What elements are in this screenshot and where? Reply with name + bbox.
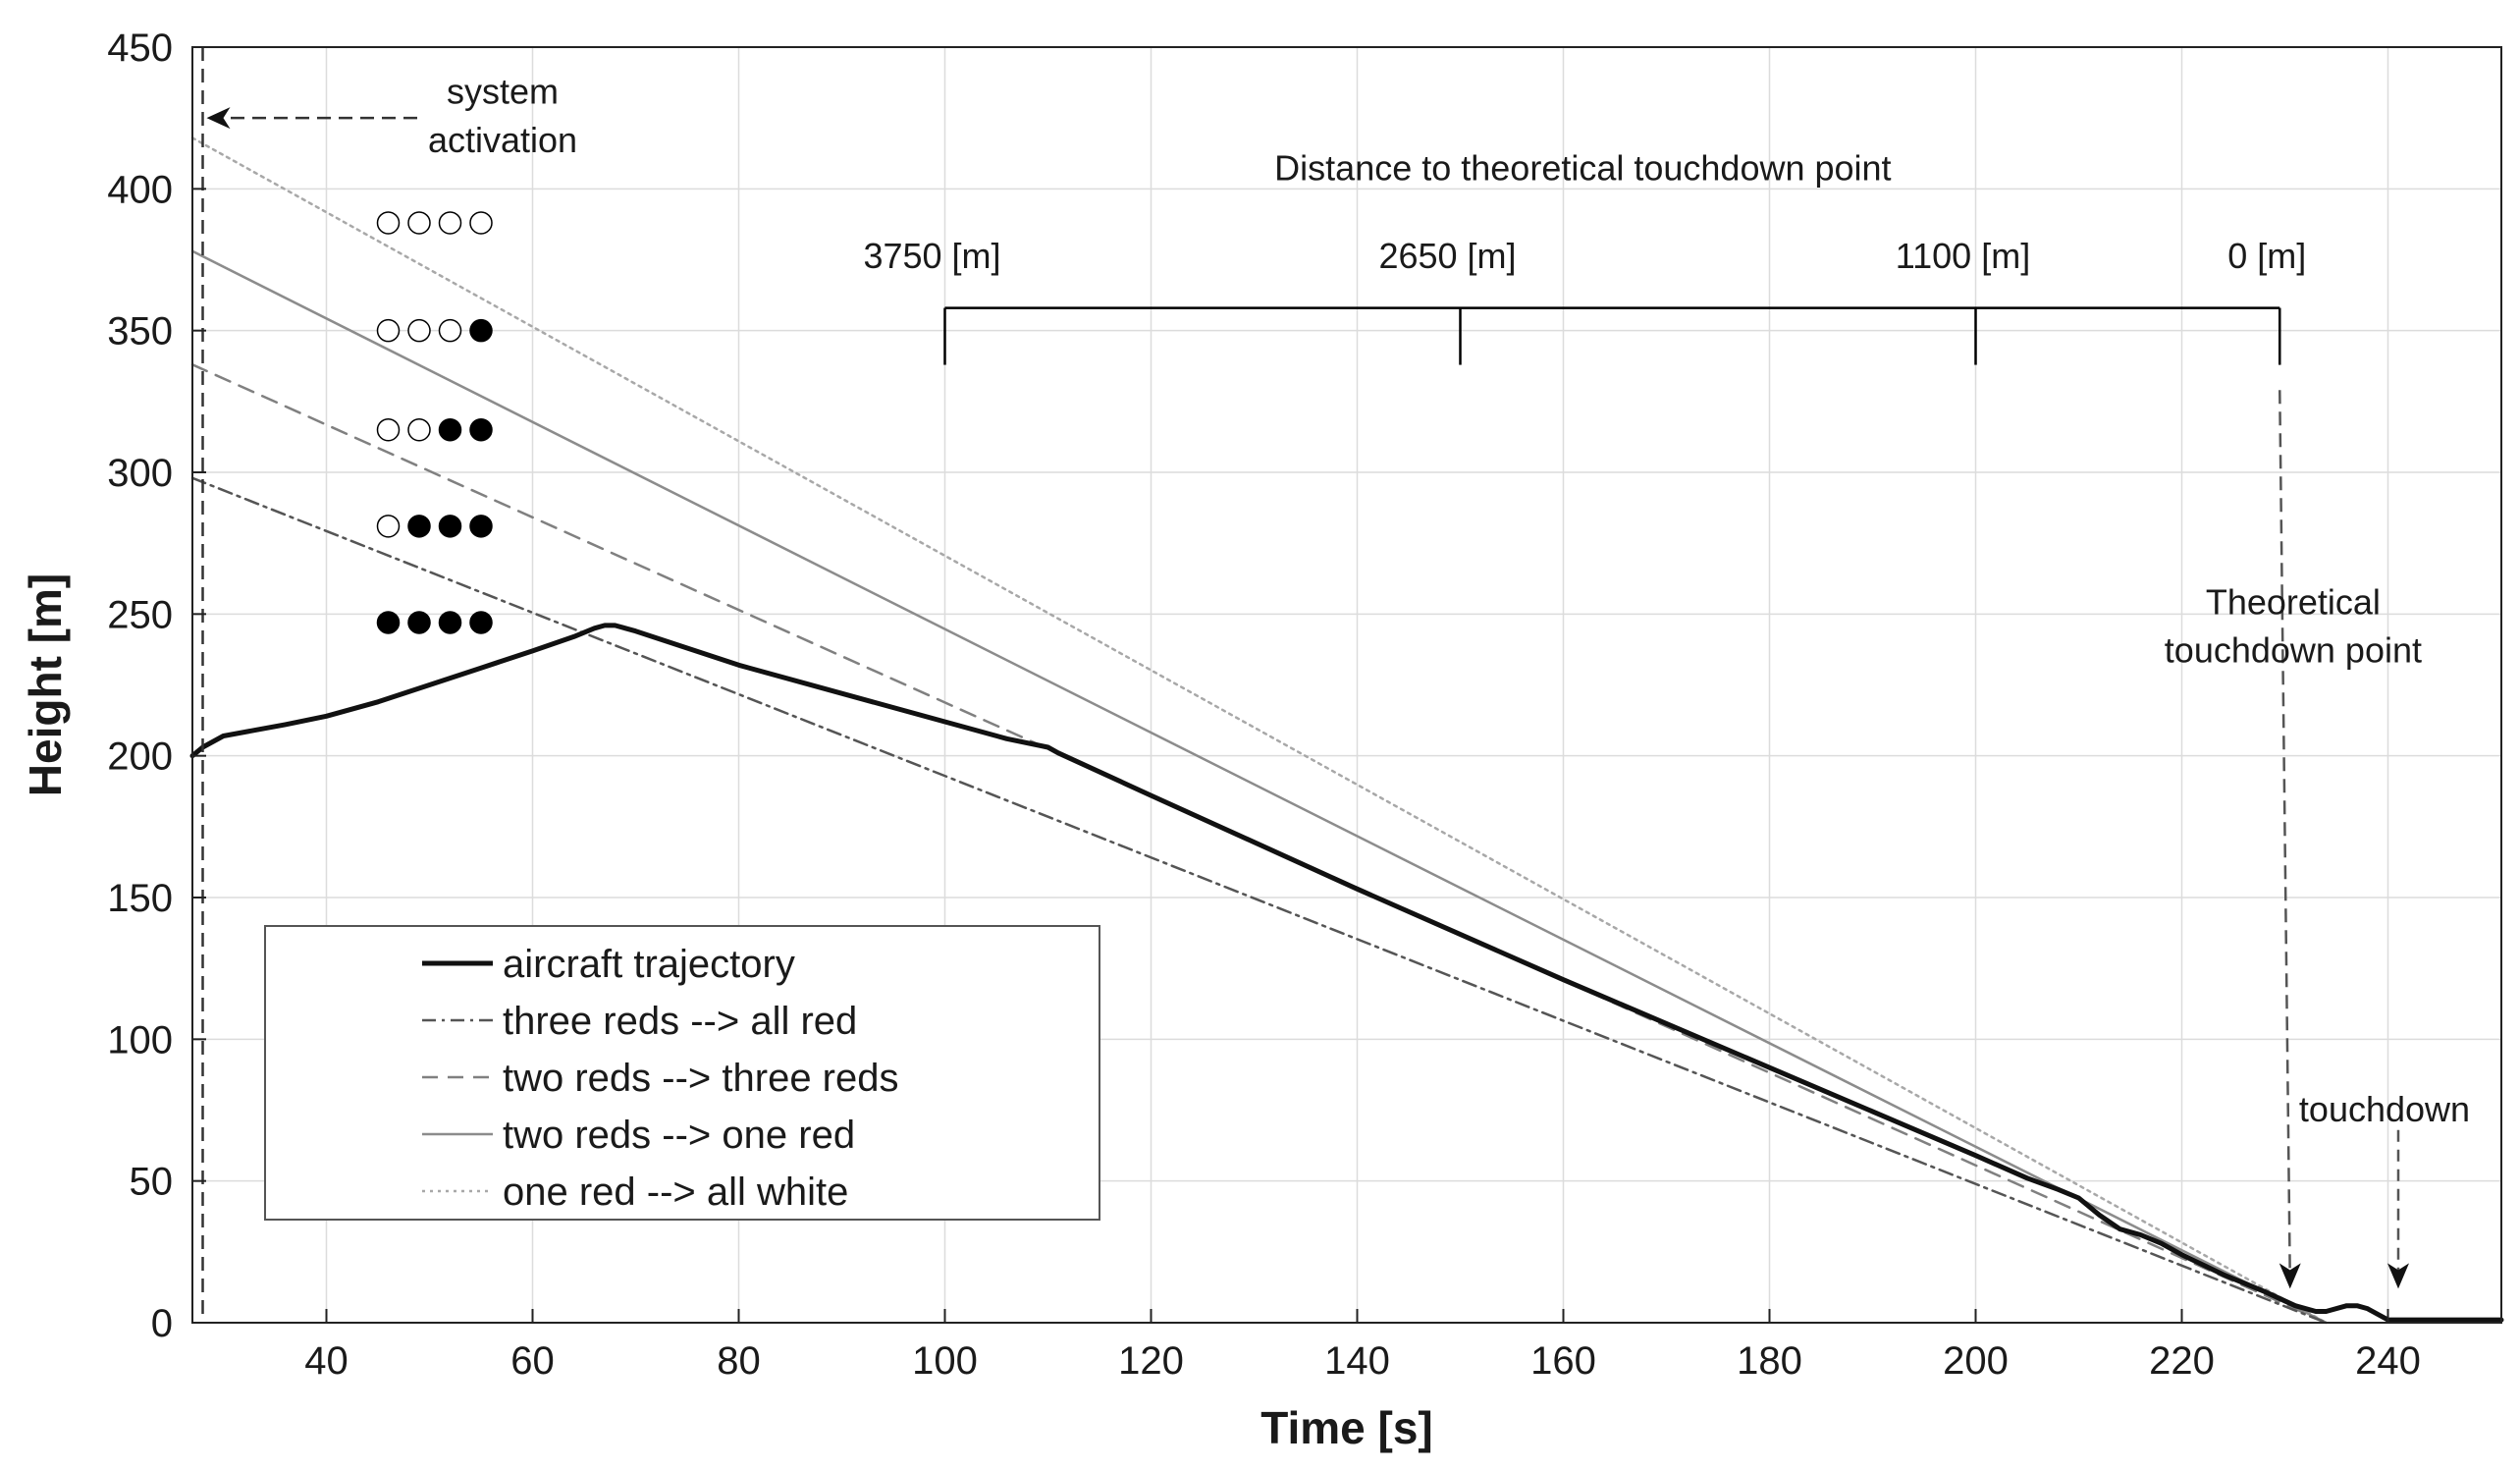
theoretical-touchdown-label: Theoretical [2206,581,2381,622]
distance-bracket: Distance to theoretical touchdown point 3… [863,148,2306,365]
x-tick-label: 40 [304,1339,349,1383]
bracket-label: 3750 [m] [863,236,1000,276]
indicator-light-white [438,211,462,235]
indicator-light-black [469,318,493,343]
indicator-light-black [376,611,401,634]
indicator-light-white [407,318,431,343]
indicator-light-white [407,417,431,442]
annotations: system activation Theoretical touchdown poi… [201,47,2470,1323]
indicator-light-white [376,515,401,538]
indicator-light-white [376,211,401,235]
theoretical-touchdown-line [2279,390,2291,1280]
distance-title: Distance to theoretical touchdown point [1274,148,1891,189]
legend-box [264,925,1100,1221]
system-activation-label: system [447,72,559,112]
series-group [189,136,2504,1325]
system-activation-label: activation [428,120,577,160]
y-tick-label: 450 [107,27,173,70]
indicator-light-white [438,318,462,343]
y-axis-label: Height [m] [20,573,71,796]
series-line [189,623,2504,1323]
x-tick-label: 100 [912,1339,978,1383]
bracket-label: 2650 [m] [1378,236,1516,276]
legend-label: aircraft trajectory [503,943,795,986]
x-tick-label: 200 [1943,1339,2009,1383]
x-tick-label: 60 [510,1339,555,1383]
x-tick-label: 140 [1324,1339,1390,1383]
legend-label: two reds --> one red [503,1114,855,1157]
indicator-light-black [469,611,493,634]
bracket-label: 0 [m] [2227,236,2306,276]
indicator-light-white [407,211,431,235]
indicator-light-black [438,417,462,442]
x-tick-label: 180 [1737,1339,1802,1383]
indicator-light-black [407,611,431,634]
y-tick-label: 250 [107,593,173,636]
y-tick-label: 200 [107,735,173,779]
series-line [190,363,2328,1325]
arrowhead-icon [2279,1263,2301,1289]
arrowhead-icon [206,107,231,130]
touchdown-label: touchdown [2299,1089,2470,1129]
plot-frame [191,46,2502,1324]
y-tick-label: 0 [151,1302,173,1345]
indicator-light-black [469,417,493,442]
legend-label: one red --> all white [503,1171,848,1214]
theoretical-touchdown-label: touchdown point [2165,629,2422,670]
x-tick-label: 240 [2355,1339,2421,1383]
series-line [190,476,2328,1325]
y-tick-label: 300 [107,452,173,495]
arrowhead-icon [2387,1263,2409,1289]
indicator-light-black [407,515,431,538]
legend: aircraft trajectory three reds --> all re… [264,925,1100,1221]
series-line [190,136,2328,1325]
indicator-lights [376,211,493,634]
y-tick-label: 100 [107,1018,173,1062]
series-line [190,249,2328,1325]
indicator-light-black [438,515,462,538]
x-tick-label: 120 [1118,1339,1184,1383]
indicator-light-white [469,211,493,235]
indicator-light-black [438,611,462,634]
y-tick-label: 350 [107,310,173,354]
x-axis-label: Time [s] [1260,1402,1433,1453]
indicator-light-white [376,417,401,442]
y-tick-label: 400 [107,168,173,211]
indicator-light-black [469,515,493,538]
x-tick-label: 80 [717,1339,761,1383]
indicator-light-white [376,318,401,343]
y-tick-label: 150 [107,877,173,920]
legend-label: three reds --> all red [503,1000,857,1043]
bracket-label: 1100 [m] [1896,236,2030,276]
tick-labels: 40 60 80 100 120 140 160 180 200 220 240 0 50 100 150 2… [107,27,2421,1383]
legend-label: two reds --> three reds [503,1057,899,1100]
x-tick-label: 220 [2149,1339,2215,1383]
x-tick-label: 160 [1530,1339,1596,1383]
y-tick-label: 50 [130,1161,174,1204]
